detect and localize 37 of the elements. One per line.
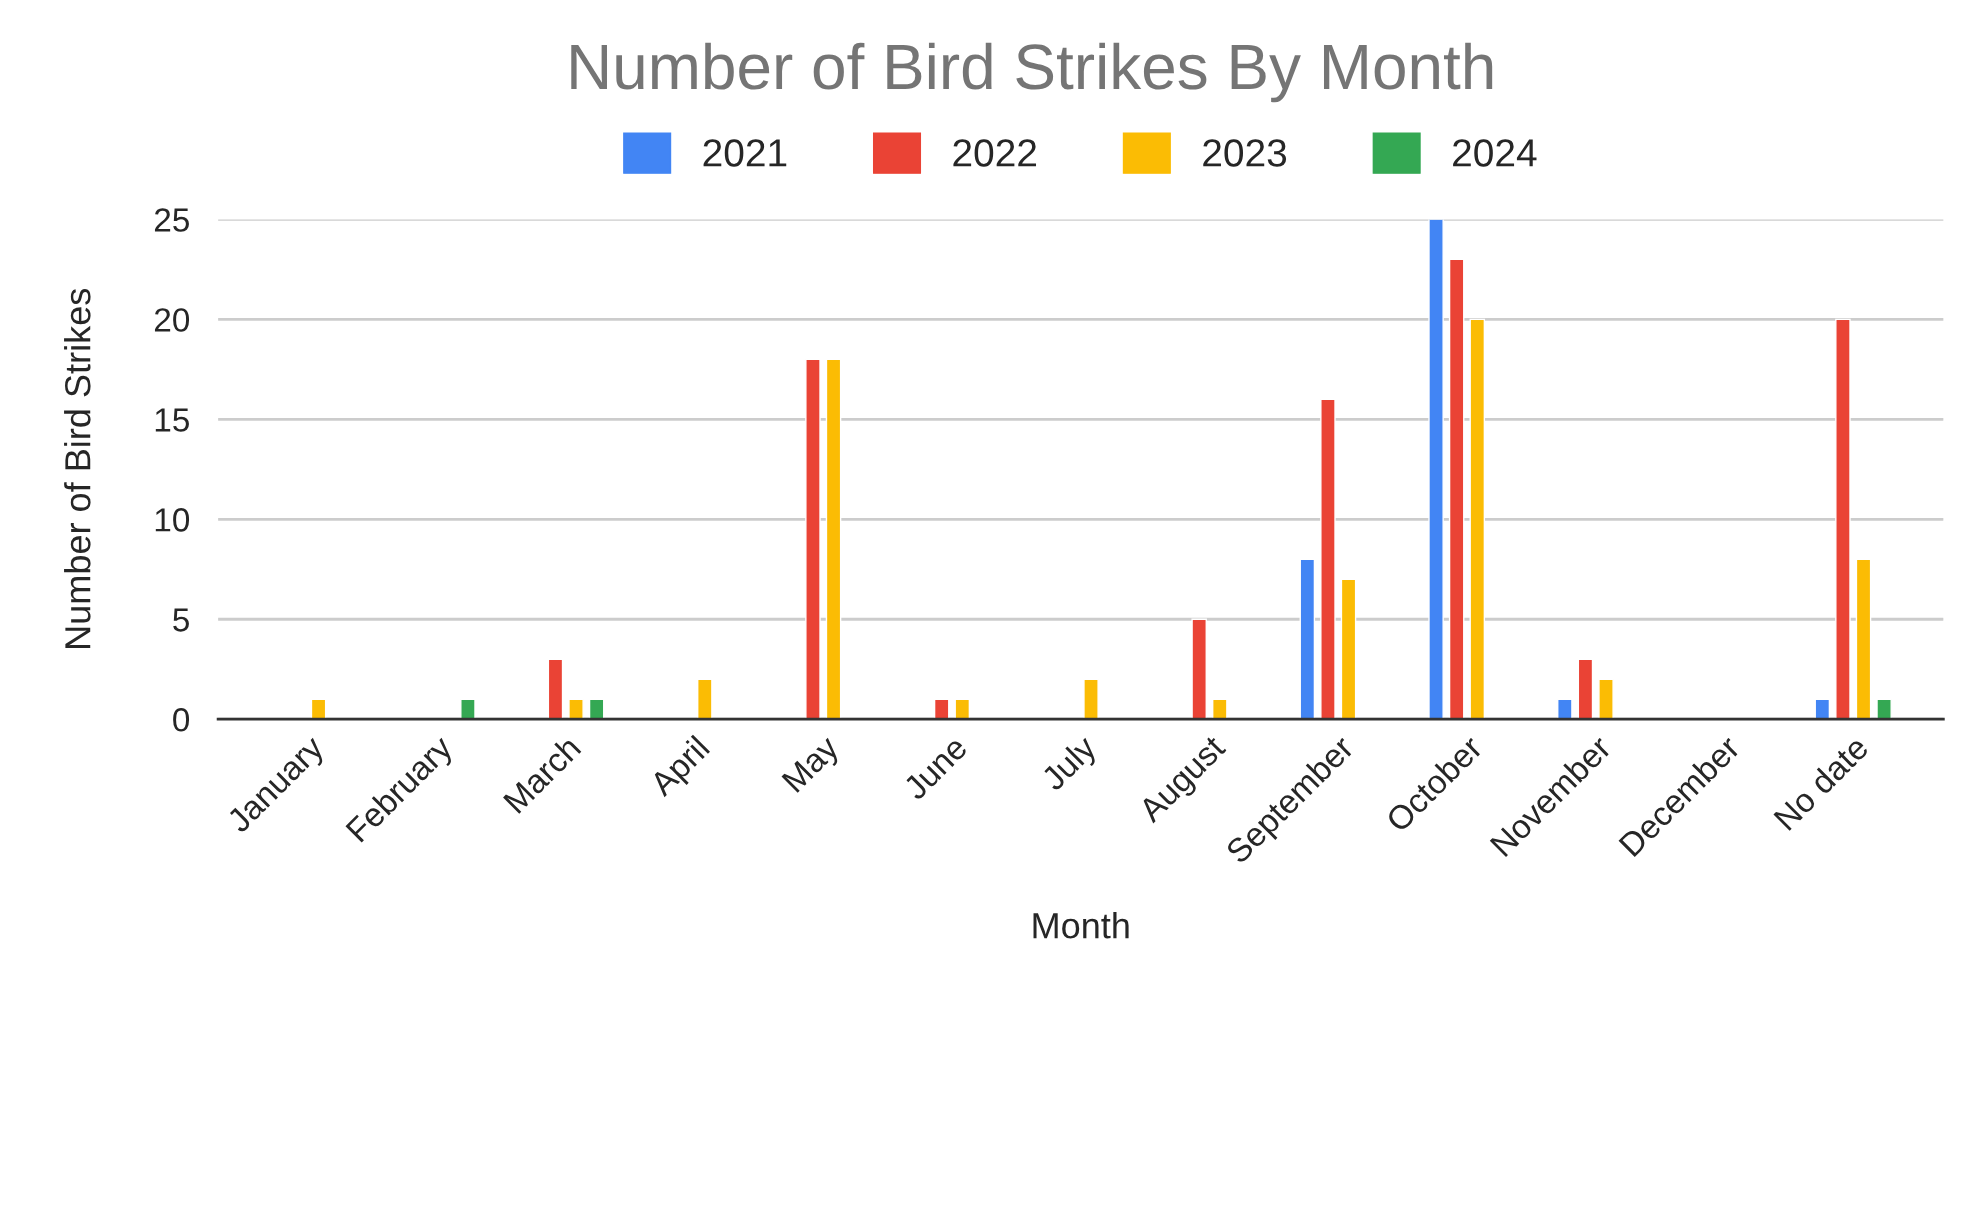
y-axis-title: Number of Bird Strikes bbox=[64, 289, 91, 648]
bar bbox=[805, 358, 821, 720]
bar bbox=[1212, 698, 1228, 720]
bar bbox=[1469, 318, 1486, 720]
y-tick-label: 15 bbox=[155, 408, 189, 432]
x-tick-label: No date bbox=[1772, 734, 1870, 832]
bar bbox=[1191, 618, 1207, 720]
bar bbox=[1428, 219, 1444, 720]
bar bbox=[1876, 698, 1892, 720]
y-tick-label: 10 bbox=[155, 508, 190, 532]
bar bbox=[1835, 318, 1851, 720]
legend-label: 2022 bbox=[953, 139, 1037, 167]
legend-label: 2024 bbox=[1453, 139, 1537, 167]
bar bbox=[1855, 558, 1872, 720]
bar bbox=[1448, 258, 1465, 720]
legend-label: 2021 bbox=[703, 139, 787, 167]
bar bbox=[1557, 698, 1573, 720]
x-axis-title: Month bbox=[1033, 912, 1129, 939]
legend-label: 2023 bbox=[1203, 139, 1287, 167]
y-tick-label: 5 bbox=[173, 608, 189, 632]
bar bbox=[1083, 678, 1099, 720]
bar bbox=[1299, 558, 1316, 720]
bar bbox=[460, 698, 476, 720]
y-tick-label: 20 bbox=[154, 308, 190, 332]
bar bbox=[1598, 678, 1614, 720]
bar bbox=[568, 698, 584, 720]
y-tick-label: 25 bbox=[154, 208, 189, 232]
bar bbox=[1577, 658, 1594, 720]
bar bbox=[1320, 398, 1336, 720]
bar bbox=[547, 658, 564, 720]
y-tick-label: 0 bbox=[173, 708, 190, 732]
x-tick-label: July bbox=[1039, 733, 1103, 797]
bar bbox=[1340, 578, 1357, 720]
bar bbox=[825, 358, 842, 720]
chart-title: Number of Bird Strikes By Month bbox=[571, 42, 1493, 103]
x-tick-label: May bbox=[781, 734, 846, 798]
bar bbox=[697, 678, 713, 720]
